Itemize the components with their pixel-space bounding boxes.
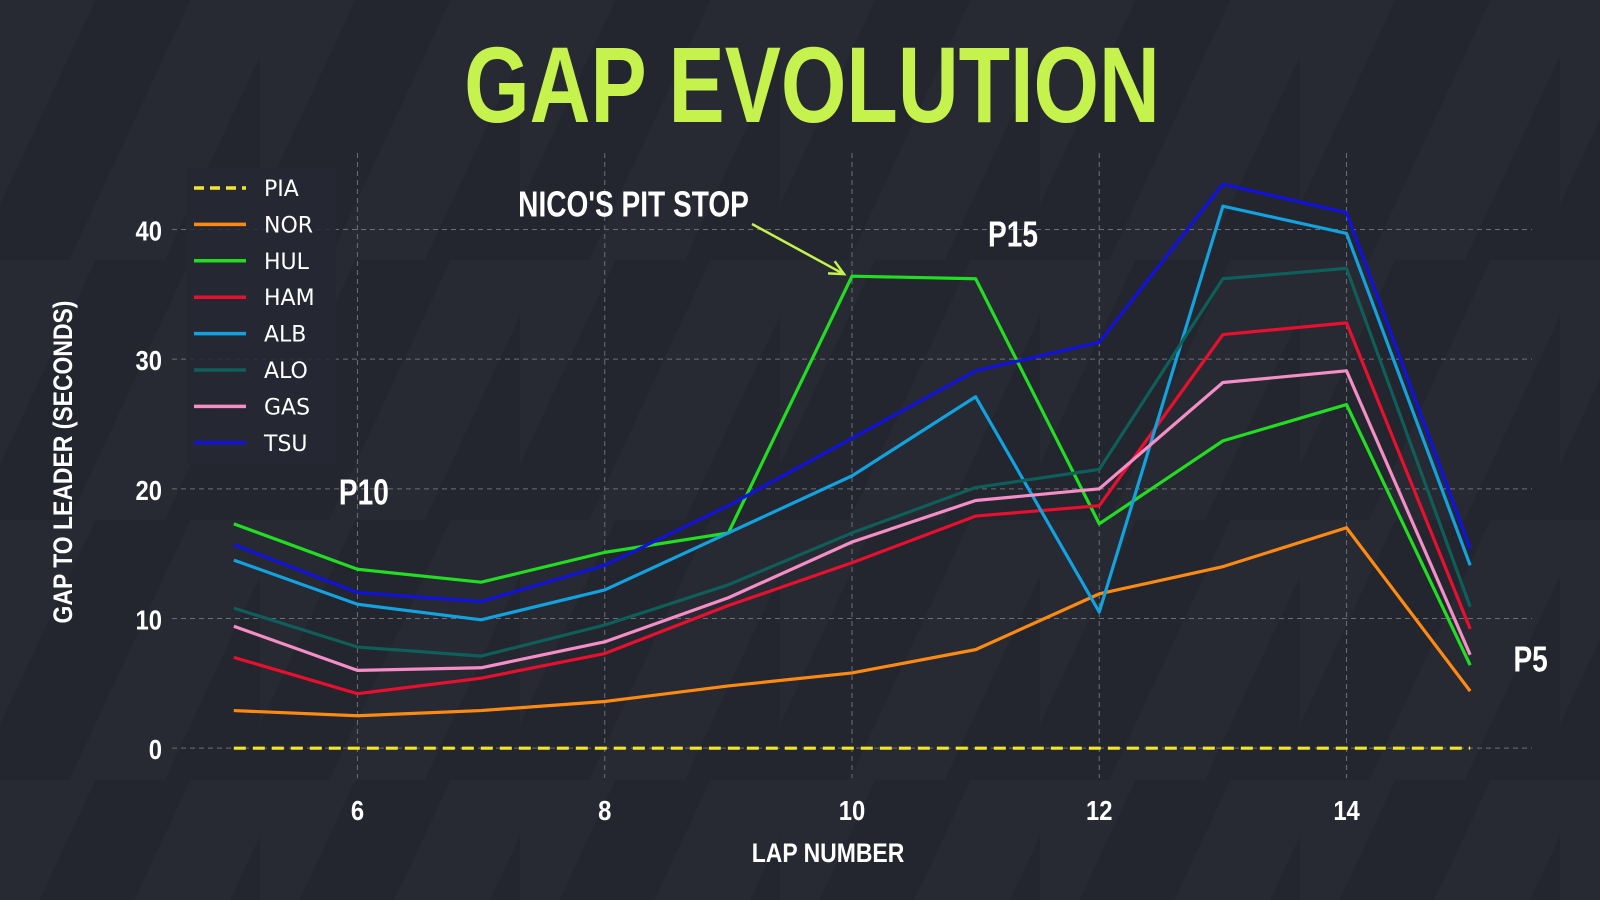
annotations: P10 P15 P5 NICO'S PIT STOP bbox=[339, 184, 1548, 679]
arrow-line bbox=[751, 222, 845, 276]
series-line-gas bbox=[233, 369, 1472, 672]
x-tick-label: 10 bbox=[839, 794, 865, 826]
legend-label-alo: ALO bbox=[264, 359, 308, 384]
chart-title: GAP EVOLUTION bbox=[464, 24, 1160, 146]
y-tick-label: 40 bbox=[136, 215, 162, 247]
annotation-p10: P10 bbox=[339, 472, 389, 512]
y-axis-label: GAP TO LEADER (SECONDS) bbox=[48, 301, 78, 624]
y-tick-label: 30 bbox=[136, 344, 162, 376]
tick-labels: 6 8 10 12 14 0 10 20 30 40 bbox=[136, 215, 1361, 827]
legend-label-nor: NOR bbox=[264, 213, 313, 238]
x-axis-label: LAP NUMBER bbox=[752, 838, 905, 868]
annotation-nico-s-pit-stop: NICO'S PIT STOP bbox=[518, 184, 749, 224]
series-line-alb bbox=[233, 204, 1472, 622]
x-tick-label: 6 bbox=[351, 794, 364, 826]
series-line-hul bbox=[233, 274, 1472, 666]
legend-label-hul: HUL bbox=[264, 250, 310, 275]
y-tick-label: 0 bbox=[149, 733, 162, 765]
annotation-p5: P5 bbox=[1513, 639, 1547, 679]
x-tick-label: 8 bbox=[598, 794, 611, 826]
legend: PIA NOR HUL HAM ALB ALO GAS TSU bbox=[186, 168, 336, 464]
series-line-tsu bbox=[233, 182, 1472, 604]
y-tick-label: 10 bbox=[136, 604, 162, 636]
legend-label-ham: HAM bbox=[264, 286, 315, 311]
arrow-head-icon bbox=[827, 260, 847, 276]
series-line-nor bbox=[233, 526, 1472, 718]
legend-label-alb: ALB bbox=[264, 323, 306, 348]
y-tick-label: 20 bbox=[136, 474, 162, 506]
x-tick-label: 12 bbox=[1086, 794, 1112, 826]
series-line-alo bbox=[233, 266, 1472, 658]
legend-box bbox=[186, 168, 336, 464]
legend-label-tsu: TSU bbox=[263, 432, 308, 457]
series-line-ham bbox=[233, 321, 1472, 696]
series-lines bbox=[233, 182, 1472, 750]
legend-label-pia: PIA bbox=[264, 177, 299, 202]
annotation-p15: P15 bbox=[988, 214, 1038, 254]
grid bbox=[172, 153, 1532, 778]
legend-label-gas: GAS bbox=[264, 395, 310, 420]
x-tick-label: 14 bbox=[1333, 794, 1360, 826]
